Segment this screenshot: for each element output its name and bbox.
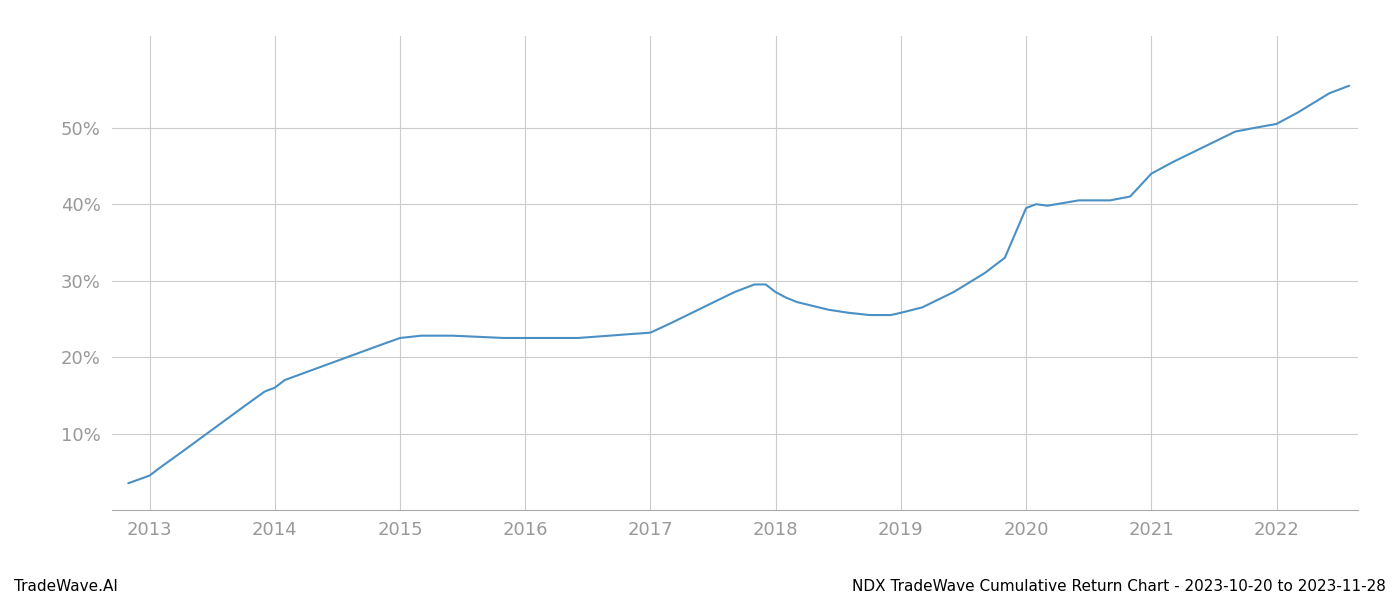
Text: TradeWave.AI: TradeWave.AI [14,579,118,594]
Text: NDX TradeWave Cumulative Return Chart - 2023-10-20 to 2023-11-28: NDX TradeWave Cumulative Return Chart - … [853,579,1386,594]
